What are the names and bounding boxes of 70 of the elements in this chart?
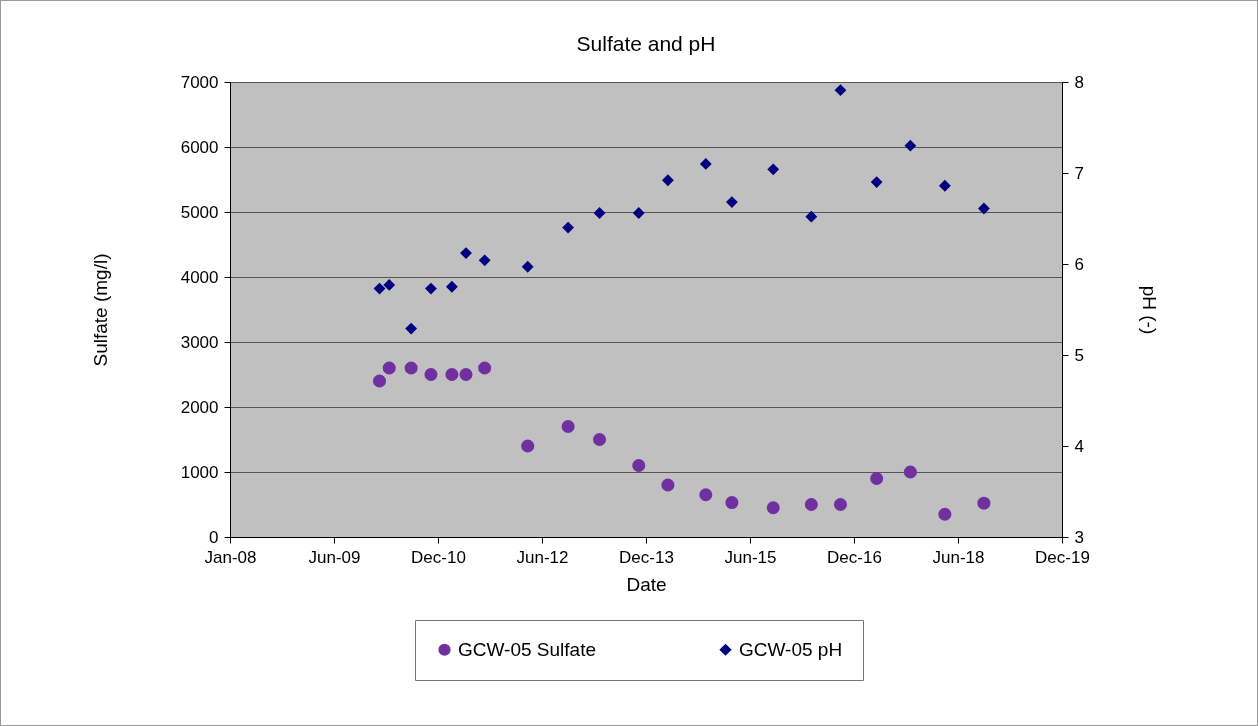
point — [725, 196, 738, 209]
chart-title: Sulfate and pH — [576, 32, 716, 55]
point — [561, 419, 575, 434]
x-tick-label: Dec-13 — [619, 547, 674, 567]
point — [805, 210, 818, 223]
point — [767, 163, 780, 176]
point — [766, 501, 780, 515]
legend-label: GCW-05 pH — [739, 638, 843, 660]
point — [904, 139, 917, 152]
y2-tick-label: 4 — [1074, 436, 1084, 456]
point — [870, 176, 883, 189]
point — [404, 361, 418, 375]
point — [593, 432, 607, 447]
x-tick-label: Jun-09 — [308, 547, 361, 567]
y2-tick-label: 7 — [1074, 163, 1084, 183]
point — [445, 280, 458, 293]
point — [383, 279, 396, 291]
y2-tick-label: 5 — [1074, 345, 1084, 365]
point — [661, 174, 674, 187]
y-tick-label: 0 — [209, 527, 219, 547]
point — [382, 361, 396, 375]
point — [373, 374, 387, 388]
x-axis-title: Date — [626, 573, 667, 595]
point — [903, 465, 917, 479]
y-tick-label: 6000 — [180, 137, 219, 157]
y2-tick-label: 6 — [1074, 254, 1084, 274]
x-tick-label: Dec-19 — [1035, 547, 1090, 567]
x-tick-label: Jun-15 — [724, 547, 777, 567]
point — [521, 260, 534, 273]
point — [521, 439, 535, 453]
point — [804, 497, 818, 512]
point — [834, 84, 847, 97]
point — [632, 458, 646, 473]
point — [661, 478, 675, 492]
point — [478, 254, 491, 267]
point — [725, 496, 739, 510]
point — [699, 157, 712, 170]
y2-axis-title: pH (-) — [1138, 285, 1160, 335]
x-tick-label: Dec-16 — [827, 547, 882, 567]
y-axis-title: Sulfate (mg/l) — [89, 253, 111, 367]
y-tick-label: 2000 — [180, 397, 219, 417]
point — [459, 367, 473, 382]
x-tick-label: Jun-12 — [516, 547, 569, 567]
y-tick-label: 4000 — [180, 267, 219, 287]
x-tick-label: Jun-18 — [932, 547, 985, 567]
point — [445, 367, 459, 382]
point — [870, 471, 884, 486]
point — [373, 282, 386, 295]
point — [424, 367, 438, 382]
y-tick-label: 3000 — [180, 332, 219, 352]
y2-tick-label: 3 — [1074, 527, 1084, 547]
y-tick-label: 7000 — [180, 72, 219, 92]
point — [562, 221, 575, 234]
point — [833, 497, 847, 512]
point — [632, 207, 645, 219]
point — [938, 507, 952, 521]
point — [405, 322, 418, 335]
x-tick-label: Dec-10 — [411, 547, 466, 567]
y-tick-label: 5000 — [180, 202, 219, 222]
point — [938, 179, 951, 192]
point — [593, 207, 606, 219]
point — [977, 496, 991, 510]
point — [977, 202, 990, 215]
point — [699, 488, 713, 502]
legend-label: GCW-05 Sulfate — [458, 638, 596, 660]
point — [478, 361, 492, 375]
x-tick-label: Jan-08 — [204, 547, 257, 567]
y2-tick-label: 8 — [1074, 72, 1084, 92]
y-tick-label: 1000 — [180, 462, 219, 482]
point — [425, 282, 437, 295]
